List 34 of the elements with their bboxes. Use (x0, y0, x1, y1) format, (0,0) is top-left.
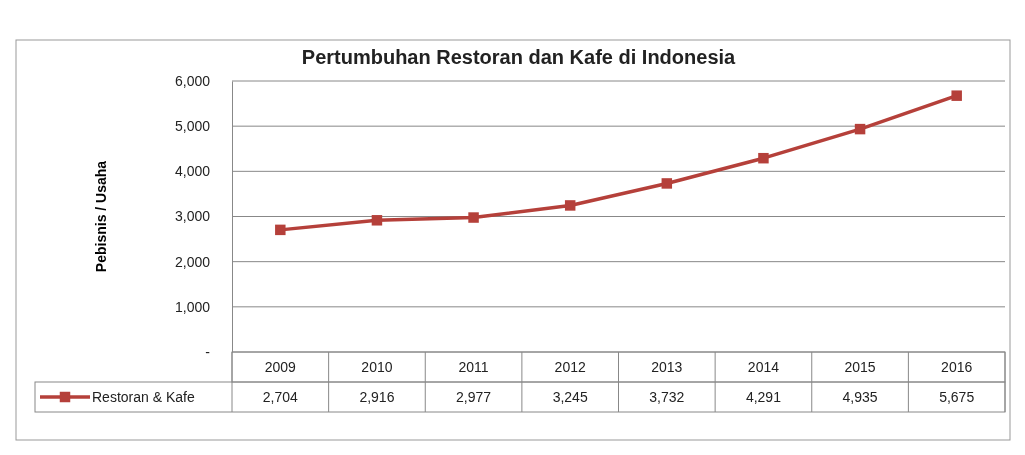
point (564, 200, 576, 211)
data-label: 4,291 (745, 389, 782, 405)
x-tick-label: 2011 (458, 358, 489, 375)
y-tick-label: 2,000 (174, 253, 211, 270)
chart-title: Pertumbuhan Restoran dan Kafe di Indonesia (301, 46, 737, 68)
x-tick-label: 2013 (651, 358, 683, 375)
x-tick-label: 2009 (264, 358, 297, 375)
data-label: 3,245 (552, 389, 588, 405)
y-axis-title: Pebisnis / Usaha (93, 160, 109, 273)
y-tick-label: 4,000 (174, 163, 211, 180)
y-tick-label: 6,000 (174, 72, 211, 89)
data-label: 2,977 (456, 389, 492, 405)
y-tick-label: 3,000 (174, 208, 211, 225)
data-label: 4,935 (842, 389, 878, 405)
point (951, 90, 962, 101)
y-tick-label: 1,000 (174, 298, 211, 315)
x-tick-label: 2015 (844, 358, 876, 375)
x-tick-label: 2012 (554, 358, 586, 375)
y-tick-label: 5,000 (174, 118, 211, 135)
x-tick-label: 2014 (747, 358, 780, 375)
point (854, 123, 866, 135)
point (468, 212, 479, 223)
data-label: 5,675 (939, 389, 975, 405)
point (758, 152, 769, 164)
data-label: 2,704 (262, 389, 299, 405)
y-tick-label: - (205, 343, 211, 360)
x-tick-label: 2010 (361, 358, 393, 375)
legend-label: Restoran & Kafe (92, 389, 195, 405)
point (661, 178, 673, 189)
point (371, 215, 383, 226)
data-label: 2,916 (359, 389, 395, 405)
x-tick-label: 2016 (941, 358, 973, 375)
point (275, 224, 286, 236)
data-label: 3,732 (649, 389, 685, 405)
